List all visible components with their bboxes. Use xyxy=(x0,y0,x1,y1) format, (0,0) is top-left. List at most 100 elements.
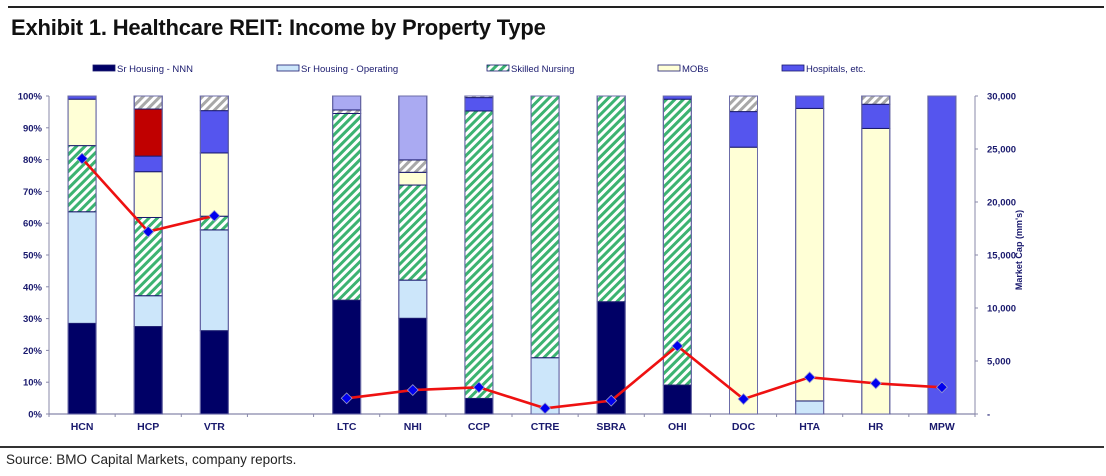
bar-stack xyxy=(332,95,362,415)
chart-title: Exhibit 1. Healthcare REIT: Income by Pr… xyxy=(11,15,546,40)
line-marker xyxy=(671,340,684,352)
y-tick-label: 30% xyxy=(23,314,43,325)
line-marker xyxy=(406,384,419,396)
bar-stack xyxy=(67,95,97,415)
legend-label: Sr Housing - Operating xyxy=(301,64,398,75)
bottom-rule xyxy=(0,446,1104,448)
bar-segment-hosp xyxy=(861,103,891,129)
bar-segment-op xyxy=(67,211,97,324)
x-tick-label: OHI xyxy=(668,421,687,433)
y-tick-label: 20% xyxy=(23,346,43,357)
bar-stack xyxy=(530,95,560,415)
y-tick-label: 100% xyxy=(18,92,43,103)
bar-segment-mob xyxy=(133,171,163,218)
bar-segment-gray xyxy=(398,159,428,173)
bar-stack xyxy=(199,95,229,415)
legend-swatch-nnn xyxy=(92,64,116,72)
y2-tick-label: 30,000 xyxy=(987,92,1016,103)
bar-segment-hosp xyxy=(795,95,825,109)
bar-segment-sn xyxy=(464,110,494,399)
x-tick-label: CCP xyxy=(468,421,490,433)
y2-tick-label: 15,000 xyxy=(987,251,1016,262)
bars xyxy=(67,95,957,415)
bar-stack xyxy=(795,95,825,415)
bar-segment-nnn xyxy=(67,322,97,415)
legend-swatch-mob xyxy=(657,64,681,72)
bar-segment-mob xyxy=(861,127,891,415)
x-tick-label: VTR xyxy=(204,421,225,433)
legend: Sr Housing - NNN Sr Housing - Operating Sk… xyxy=(92,64,866,75)
legend-label: Skilled Nursing xyxy=(511,64,574,75)
bar-segment-nnn xyxy=(199,330,229,415)
line-marker xyxy=(803,371,816,384)
x-tick-label: DOC xyxy=(732,421,756,433)
bar-segment-mob xyxy=(398,171,428,186)
y-tick-label: 50% xyxy=(23,251,43,262)
bar-stack xyxy=(861,95,891,415)
y-tick-label: 70% xyxy=(23,187,43,198)
bar-segment-gray xyxy=(332,109,362,114)
line-marker xyxy=(142,225,155,238)
line-marker xyxy=(208,209,221,222)
bar-stack xyxy=(464,95,494,415)
bar-stack xyxy=(596,95,626,415)
bar-segment-nnn xyxy=(464,397,494,415)
bar-segment-sn xyxy=(596,95,626,303)
x-tick-label: HR xyxy=(868,421,884,433)
bar-frame xyxy=(332,95,362,415)
bar-segment-op xyxy=(398,279,428,319)
legend-swatch-op xyxy=(276,64,300,72)
line-marker xyxy=(869,377,882,390)
bar-segment-mob xyxy=(199,152,229,217)
line-marker xyxy=(935,381,948,394)
top-rule xyxy=(8,6,1104,8)
legend-swatch-hosp xyxy=(781,64,805,72)
bar-frame xyxy=(662,95,692,415)
bar-frame xyxy=(795,95,825,415)
x-tick-label: CTRE xyxy=(531,421,560,433)
line-path xyxy=(346,344,943,410)
bar-segment-sn xyxy=(398,184,428,281)
y2-axis-title: Market Cap (mm's) xyxy=(1014,210,1024,290)
x-tick-label: NHI xyxy=(404,421,422,433)
bar-segment-sn xyxy=(332,112,362,301)
bar-segment-gray xyxy=(861,95,891,105)
bar-stack xyxy=(729,95,758,415)
y2-tick-label: 10,000 xyxy=(987,304,1016,315)
bar-frame xyxy=(67,95,97,415)
bar-segment-sn xyxy=(530,95,560,359)
line-marker xyxy=(340,392,353,405)
bar-segment-lav xyxy=(332,95,362,111)
bar-frame xyxy=(464,95,494,415)
bar-segment-mob xyxy=(729,146,758,415)
y2-tick-label: 25,000 xyxy=(987,145,1016,156)
bar-frame xyxy=(596,95,626,415)
bar-segment-lav xyxy=(398,95,428,161)
x-tick-label: HCP xyxy=(137,421,159,433)
y2-tick-label: - xyxy=(987,410,990,421)
bar-segment-gray xyxy=(199,95,229,112)
bar-stack xyxy=(662,95,692,415)
bar-segment-hosp xyxy=(729,111,758,148)
bar-segment-op xyxy=(133,295,163,328)
bar-stack xyxy=(927,95,957,415)
bar-frame xyxy=(861,95,891,415)
bar-frame xyxy=(398,95,428,415)
bar-segment-nnn xyxy=(133,326,163,415)
x-tick-label: LTC xyxy=(337,421,357,433)
bar-frame xyxy=(927,95,957,415)
line-marker xyxy=(539,402,552,415)
x-tick-label: HTA xyxy=(799,421,820,433)
bar-segment-mob xyxy=(795,107,825,402)
market-cap-line xyxy=(76,152,948,415)
bar-segment-hosp xyxy=(199,110,229,154)
bar-stack xyxy=(133,95,163,415)
y-tick-label: 60% xyxy=(23,219,43,230)
bar-segment-mob xyxy=(67,98,97,147)
y2-tick-label: 20,000 xyxy=(987,198,1016,209)
legend-label: MOBs xyxy=(682,64,709,75)
bar-segment-nnn xyxy=(662,384,692,415)
bar-segment-gray xyxy=(729,95,758,113)
y-tick-label: 90% xyxy=(23,123,43,134)
bar-frame xyxy=(133,95,163,415)
